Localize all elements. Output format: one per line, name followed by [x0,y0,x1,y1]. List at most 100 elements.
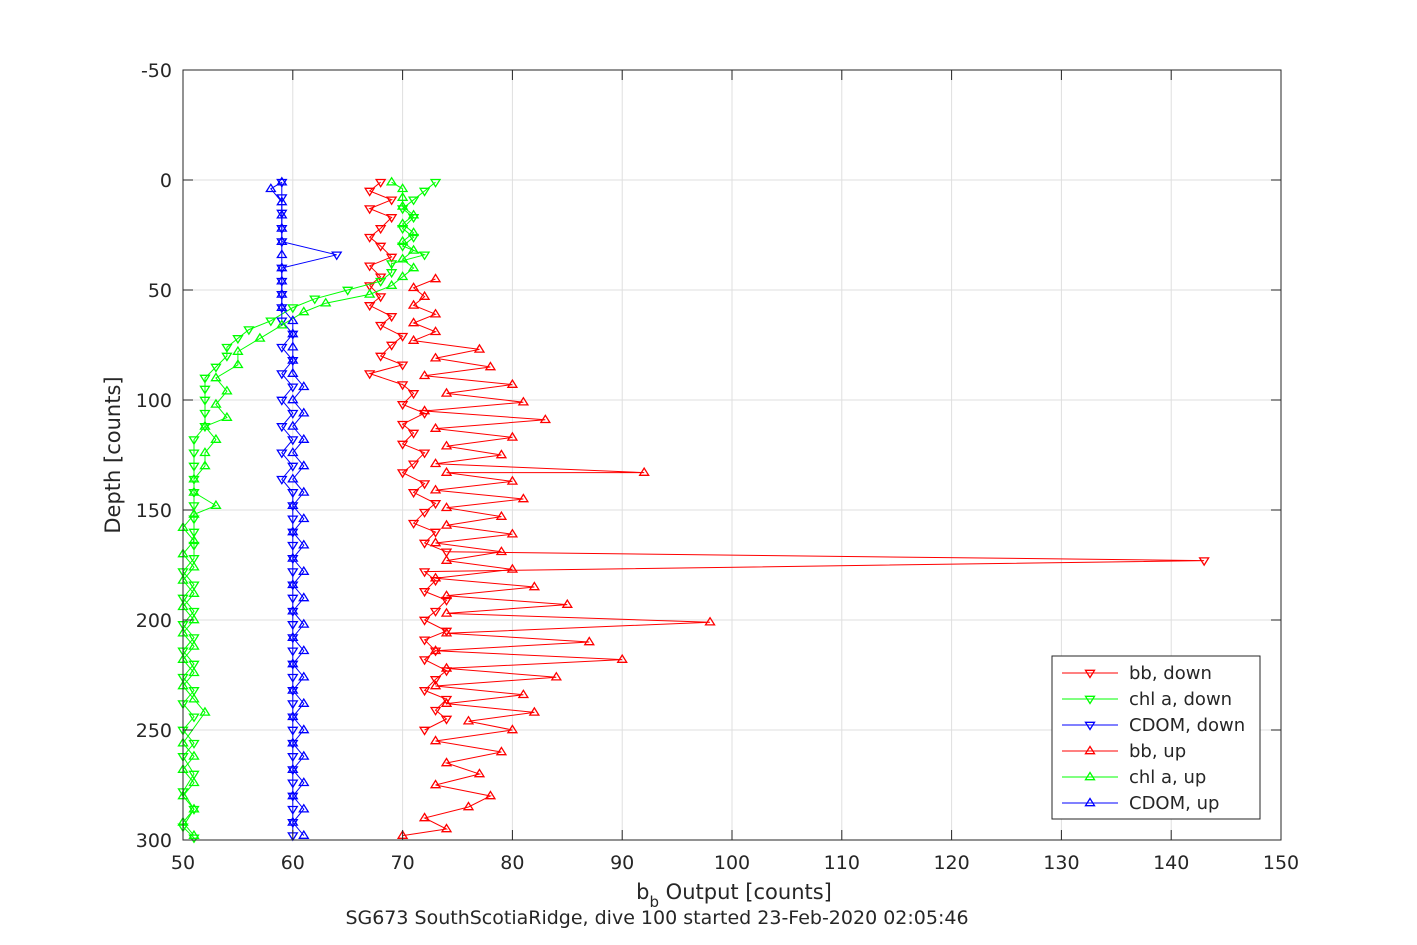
data-point [429,326,442,336]
data-point [440,440,453,450]
data-point [287,660,299,670]
data-point [188,436,200,446]
data-point [440,607,453,617]
data-point [429,178,442,188]
data-point [440,590,453,600]
data-point [210,499,222,509]
x-tick-label: 110 [824,852,860,874]
data-point [407,390,420,400]
data-point [495,746,508,756]
data-point [276,319,288,329]
x-axis-title: bb Output [counts] [636,880,832,911]
data-point [287,436,299,446]
data-point [287,502,299,512]
data-point [396,381,409,391]
data-point [396,469,409,479]
data-point [396,420,409,430]
data-point [440,757,453,767]
data-point [309,295,321,305]
data-point [462,715,475,725]
data-point [418,568,431,578]
data-point [188,528,200,538]
x-tick-label: 60 [281,852,305,874]
data-point [287,315,299,325]
data-point [385,214,398,224]
data-point [188,462,200,472]
data-point [363,370,376,380]
data-point [287,687,299,697]
x-axis-title-subscript: b [649,893,659,911]
legend-label: CDOM, up [1129,793,1219,814]
y-tick-label: 300 [136,830,172,852]
data-point [287,581,299,591]
data-point [429,537,442,547]
y-tick-label: 100 [136,390,172,412]
data-point [396,225,409,235]
data-point [429,308,442,318]
data-point [188,640,200,650]
data-point [287,805,299,815]
data-point [287,607,299,617]
data-point [298,486,310,496]
data-point [188,777,200,787]
data-point [407,282,420,292]
data-point [210,398,222,408]
data-point [287,673,299,683]
data-point [396,401,409,411]
data-point [243,326,255,336]
legend-marker [1084,771,1096,781]
data-point [506,724,519,734]
data-point [199,423,211,433]
data-point [298,565,310,575]
data-point [188,614,200,624]
data-point [506,431,519,441]
data-point [287,420,299,430]
series-line [182,181,415,836]
data-point [407,262,420,272]
legend-label: CDOM, down [1129,715,1245,736]
data-point [287,819,299,829]
data-point [385,176,398,186]
data-point [429,458,442,468]
data-point [429,607,442,617]
x-axis-title-rest: Output [counts] [659,880,832,904]
data-point [396,200,409,210]
data-point [287,447,299,457]
data-point [385,341,398,351]
data-point [287,763,299,773]
data-point [298,306,310,316]
data-point [396,361,409,371]
data-point [342,286,354,296]
x-tick-label: 50 [171,852,195,874]
data-point [495,510,508,520]
data-point [298,592,310,602]
data-point [298,777,310,787]
chart-subtitle: SG673 SouthScotiaRidge, dive 100 started… [345,907,968,929]
data-point [407,227,420,237]
data-point [407,244,420,254]
data-point [440,466,453,476]
data-point [287,753,299,763]
data-point [418,508,431,518]
data-point [188,803,200,813]
data-point [429,500,442,510]
data-point [418,539,431,549]
data-point [221,343,233,353]
data-point [276,475,288,485]
data-point [188,634,200,644]
data-point [188,770,200,780]
data-point [539,414,552,424]
x-tick-label: 100 [714,852,750,874]
data-point [188,581,200,591]
series-chl-a-up [177,176,420,839]
data-point [188,515,200,525]
data-point [287,528,299,538]
data-point [188,473,200,483]
data-point [287,658,299,668]
data-point [418,251,431,261]
legend-marker [1084,745,1096,755]
data-point [287,700,299,710]
data-point [429,676,442,686]
data-point [232,359,244,369]
